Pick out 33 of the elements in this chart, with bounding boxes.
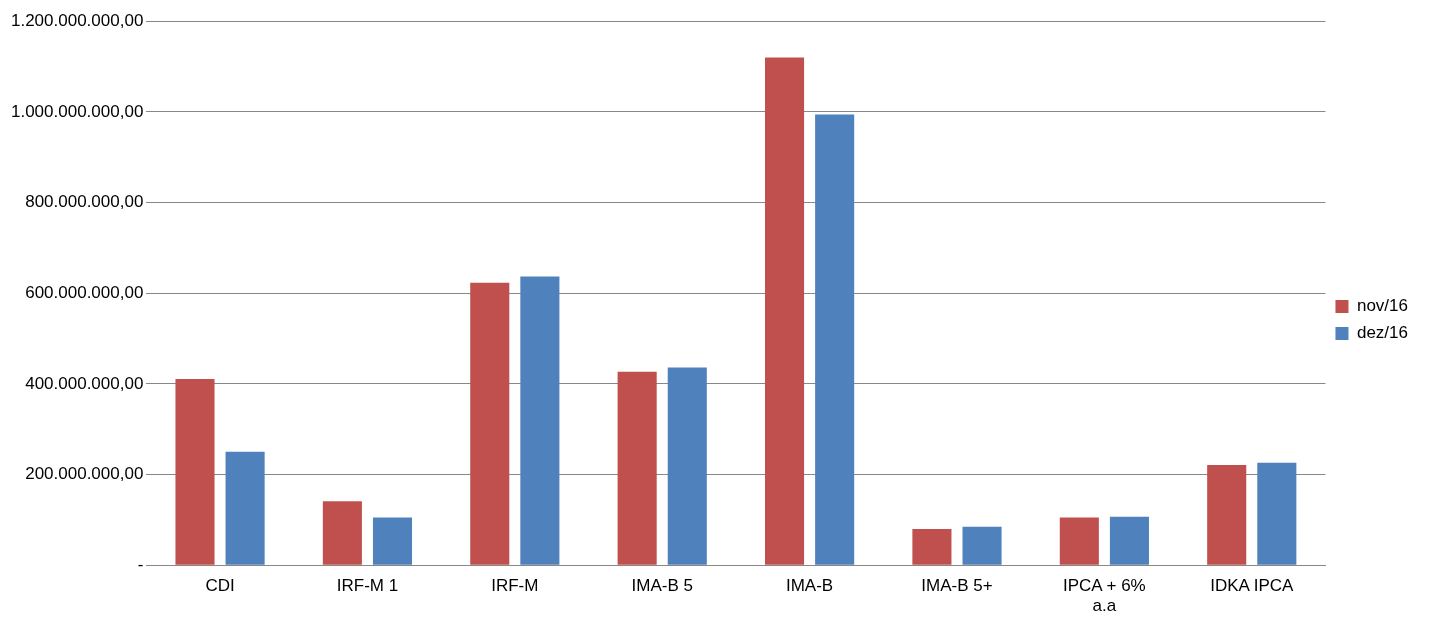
y-tick-label: 1.000.000.000,00 (10, 101, 144, 121)
bar (617, 371, 657, 565)
bar (765, 57, 805, 565)
x-tick-label: IMA-B (785, 576, 834, 596)
x-tick-label: IPCA + 6% a.a (1063, 576, 1146, 616)
bar (322, 501, 362, 565)
bar (470, 282, 510, 565)
y-tick-label: 1.200.000.000,00 (10, 10, 144, 30)
y-tick-label: 200.000.000,00 (25, 464, 144, 484)
bar (1207, 465, 1247, 565)
bar (175, 378, 215, 565)
x-tick-label: IMA-B 5+ (921, 576, 993, 596)
bar (1109, 516, 1149, 565)
y-tick-label: 800.000.000,00 (25, 192, 144, 212)
y-tick-label: - (137, 554, 144, 574)
x-tick-label: IRF-M 1 (336, 576, 399, 596)
x-tick-label: IDKA IPCA (1210, 576, 1294, 596)
legend-label: dez/16 (1356, 323, 1409, 343)
y-tick-label: 400.000.000,00 (25, 373, 144, 393)
bar (1257, 462, 1297, 565)
bar (372, 517, 413, 565)
x-tick-label: IRF-M (491, 576, 539, 596)
bar (815, 114, 855, 565)
legend-label: nov/16 (1356, 296, 1409, 316)
x-tick-label: IMA-B 5 (631, 576, 693, 596)
y-tick-label: 600.000.000,00 (25, 282, 144, 302)
bar (1059, 517, 1099, 565)
bar (962, 526, 1002, 565)
x-tick-label: CDI (205, 576, 235, 596)
bar (912, 528, 952, 565)
bar (520, 276, 560, 565)
bar (667, 367, 707, 565)
bar (225, 451, 265, 565)
